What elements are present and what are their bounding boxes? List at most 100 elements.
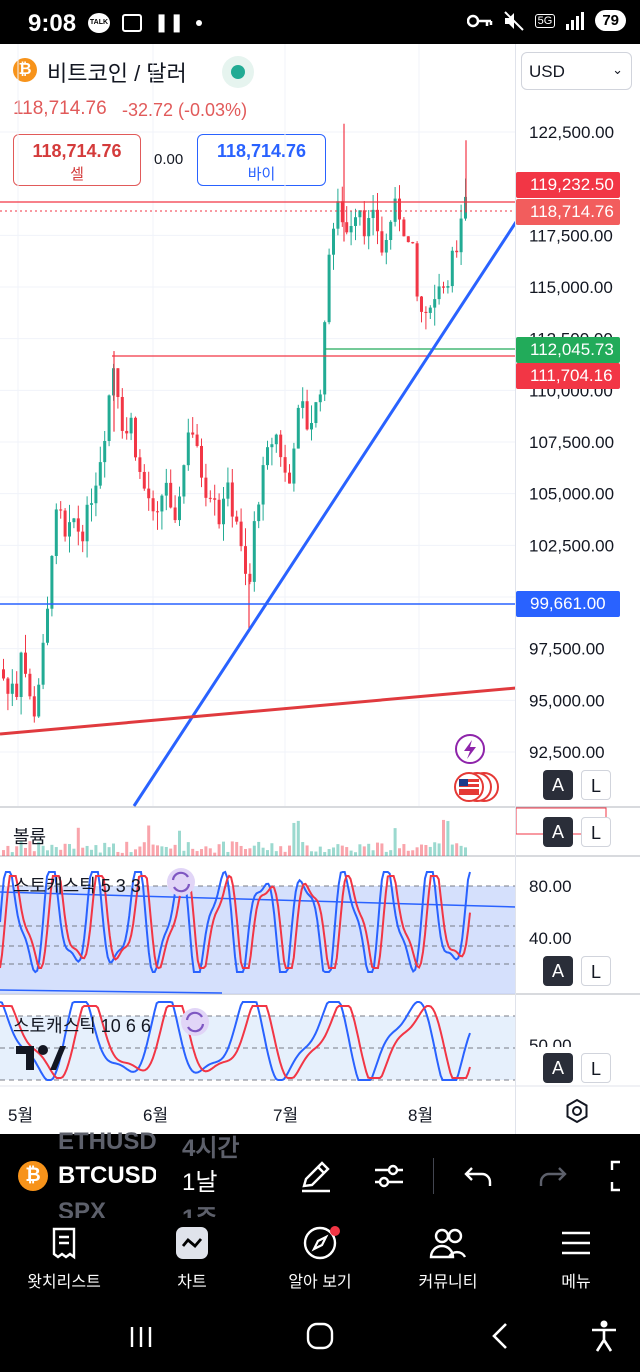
symbol-title[interactable]: 비트코인 / 달러 [47, 61, 187, 86]
candle-body [446, 286, 450, 288]
price-axis-border [515, 44, 516, 1134]
nav-chart[interactable]: 차트 [128, 1226, 256, 1292]
volume-bar [226, 851, 230, 856]
candle-body [301, 401, 305, 408]
symbol-interval-toolbar: ETHUSD 4시간 ₿ BTCUSD 1날 SPX 1주 [0, 1128, 640, 1232]
drawing-pen-icon[interactable] [298, 1158, 334, 1194]
stoch1-label[interactable]: 스토캐스틱 5 3 3 [13, 876, 141, 896]
price-chart[interactable]: 122,500.00117,500.00115,000.00112,500.00… [0, 44, 640, 1134]
nav-explore[interactable]: 알아 보기 [256, 1226, 384, 1292]
recent-apps-icon[interactable] [128, 1324, 154, 1350]
screenshot-icon [122, 13, 142, 32]
interval-selector[interactable]: 1날 [182, 1169, 218, 1196]
home-icon[interactable] [306, 1322, 334, 1350]
candle-body [327, 254, 331, 323]
volume-bar [204, 846, 208, 856]
sell-button[interactable]: 118,714.76 셀 [13, 134, 141, 186]
volume-bar [98, 852, 102, 856]
market-status-icon[interactable] [222, 56, 254, 88]
symbol-prev[interactable]: ETHUSD [58, 1128, 157, 1155]
volume-bar [15, 846, 19, 856]
volume-bar [283, 851, 287, 856]
volume-bar [85, 845, 89, 856]
fullscreen-icon[interactable] [608, 1158, 640, 1194]
auto-scale-button-stoch1[interactable]: A [543, 956, 573, 986]
stoch1-tick-80: 80.00 [529, 877, 572, 896]
candle-body [200, 445, 203, 478]
bottom-navigation: 왓치리스트 차트 알아 보기 커뮤니티 메뉴 [0, 1218, 640, 1304]
candle-body [98, 462, 102, 486]
volume-bar [406, 850, 410, 856]
candle-body [411, 242, 415, 244]
volume-bar [37, 841, 41, 856]
nav-community[interactable]: 커뮤니티 [384, 1226, 512, 1292]
watchlist-icon [52, 1227, 76, 1260]
log-scale-button-volume[interactable]: L [581, 817, 611, 847]
candle-body [217, 499, 221, 525]
stoch1-refresh-icon[interactable] [167, 868, 195, 896]
auto-scale-button-main[interactable]: A [543, 770, 573, 800]
lightning-event-icon[interactable] [455, 734, 485, 764]
nav-menu[interactable]: 메뉴 [512, 1226, 640, 1292]
log-scale-button-stoch1[interactable]: L [581, 956, 611, 986]
candle-body [323, 322, 327, 395]
system-navigation-bar [0, 1304, 640, 1372]
candle-body [450, 250, 454, 287]
trendline-red[interactable] [0, 686, 517, 736]
candle-body [15, 683, 19, 697]
nav-watchlist-label: 왓치리스트 [27, 1274, 101, 1291]
stoch1-trendline-top [0, 891, 517, 908]
undo-icon[interactable] [460, 1158, 496, 1194]
volume-bar [46, 850, 49, 856]
menu-icon [562, 1231, 590, 1255]
volume-bar [147, 825, 151, 856]
stoch2-k-line [0, 1001, 471, 1081]
stoch2-label[interactable]: 스토캐스틱 10 6 6 [13, 1016, 151, 1036]
volume-bar [2, 850, 5, 856]
candle-body [160, 495, 164, 512]
nav-watchlist[interactable]: 왓치리스트 [0, 1226, 128, 1292]
volume-bar [296, 820, 300, 856]
redo-icon[interactable] [535, 1158, 571, 1194]
month-june: 6월 [143, 1106, 169, 1125]
price-tick-label: 122,500.00 [529, 123, 614, 142]
accessibility-icon[interactable] [590, 1320, 618, 1352]
back-icon[interactable] [488, 1322, 512, 1350]
auto-scale-button-volume[interactable]: A [543, 817, 573, 847]
auto-scale-button-stoch2[interactable]: A [543, 1053, 573, 1083]
us-flag-event-icon[interactable] [454, 772, 499, 802]
volume-bar [134, 849, 137, 856]
volume-bar [112, 843, 115, 856]
volume-label[interactable]: 볼륨 [13, 827, 47, 847]
volume-bar [164, 846, 168, 856]
candle-body [90, 503, 93, 505]
stoch1-d-line [0, 874, 471, 970]
chart-settings-icon[interactable] [564, 1098, 590, 1124]
log-scale-button-main[interactable]: L [581, 770, 611, 800]
volume-bar [125, 841, 129, 856]
buy-button[interactable]: 118,714.76 바이 [197, 134, 326, 186]
candle-body [362, 210, 366, 237]
volume-bar [6, 845, 10, 856]
candle-body [10, 683, 14, 694]
candle-body [164, 482, 168, 496]
candle-body [226, 482, 230, 499]
volume-bar [384, 851, 388, 856]
notification-dot [330, 1226, 340, 1236]
stoch2-refresh-icon[interactable] [181, 1008, 209, 1036]
candle-body [389, 221, 393, 240]
candle-body [318, 394, 322, 403]
interval-prev[interactable]: 4시간 [182, 1135, 240, 1162]
candle-body [186, 432, 190, 466]
status-notification-icons: TALK ❚❚ [88, 12, 203, 33]
symbol-selector[interactable]: BTCUSD [58, 1162, 156, 1189]
trendline-blue[interactable] [132, 221, 518, 807]
volume-bar [178, 830, 181, 856]
candle-body [46, 608, 49, 643]
candle-body [156, 511, 159, 513]
log-scale-button-stoch2[interactable]: L [581, 1053, 611, 1083]
volume-bar [200, 849, 203, 856]
pause-icon: ❚❚ [154, 12, 185, 32]
currency-select[interactable]: USD ⌄ [521, 52, 632, 90]
indicator-settings-icon[interactable] [371, 1158, 407, 1194]
